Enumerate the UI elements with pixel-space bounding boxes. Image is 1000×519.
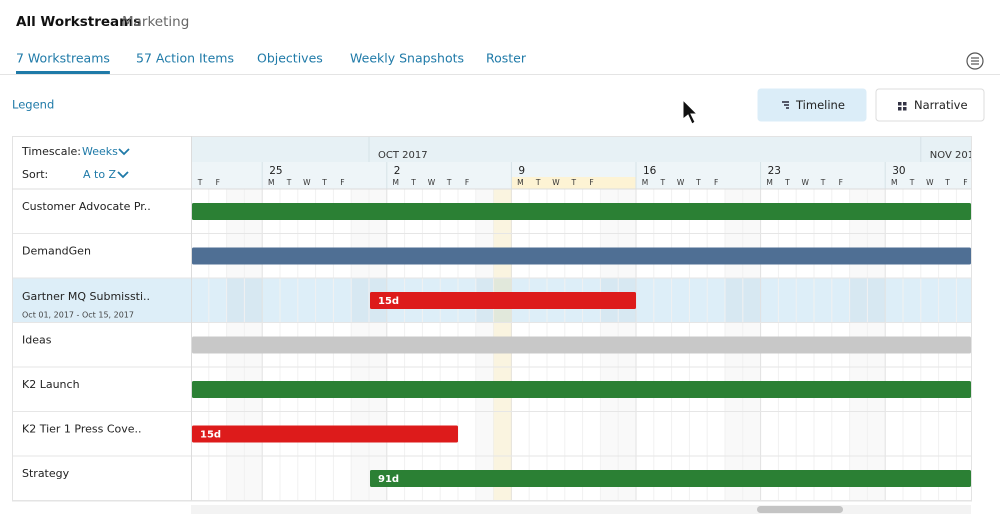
workstream-bar[interactable] [192,336,971,354]
weekend-column [992,189,1000,501]
sort-label: Sort: [22,168,48,181]
bar-duration: 15d [200,430,221,441]
week-date: 30 [892,165,905,177]
scrollbar-thumb[interactable] [757,506,843,513]
dropdown-chevron [118,148,130,156]
tab[interactable]: Weekly Snapshots [350,51,464,66]
day-letter: W [552,178,560,187]
day-letter: T [446,178,452,187]
day-letter: T [695,178,701,187]
workstream-name[interactable]: DemandGen [22,245,91,258]
day-letter: T [660,178,666,187]
day-letter: T [286,178,292,187]
tab[interactable]: Objectives [257,51,323,66]
day-letter: W [428,178,436,187]
legend-link[interactable]: Legend [12,98,54,112]
view-button-label: Narrative [914,98,968,112]
day-letter: F [216,178,220,187]
timeline-icon [784,104,789,106]
timeline-icon [786,107,789,109]
workstream-bar[interactable] [370,470,971,487]
month-label: NOV 2017 [930,150,981,161]
tab[interactable]: 7 Workstreams [16,51,110,66]
workstream-bar[interactable] [192,381,971,398]
day-letter: T [944,178,950,187]
day-letter: T [784,178,790,187]
day-letter: M [393,178,399,187]
day-letter: M [642,178,648,187]
timeline-icon [782,101,789,103]
day-letter: M [517,178,523,187]
timescale-select[interactable]: Weeks [82,145,118,158]
workstream-bar[interactable] [370,292,636,309]
month-row-bg [191,136,971,162]
day-letter: T [321,178,327,187]
mouse-cursor [682,98,699,125]
week-date: 9 [518,165,525,177]
day-letter: T [535,178,541,187]
menu-button[interactable] [966,52,984,70]
narrative-icon [903,107,907,111]
workstream-name[interactable]: K2 Tier 1 Press Cove.. [22,423,142,436]
workstream-name[interactable]: K2 Launch [22,378,80,391]
page-subtitle: Marketing [122,14,189,30]
workstream-name[interactable]: Customer Advocate Pr.. [22,200,151,213]
view-button[interactable] [875,88,985,122]
day-letter: W [801,178,809,187]
workstream-name[interactable]: Strategy [22,467,70,480]
scrollbar-track [191,505,971,514]
day-letter: M [766,178,772,187]
tab[interactable]: 57 Action Items [136,51,234,66]
bar-duration: 91d [378,474,399,485]
workstream-bar[interactable] [192,425,458,443]
day-letter: F [340,178,344,187]
day-letter: F [714,178,718,187]
day-letter: F [589,178,593,187]
day-letter: F [465,178,469,187]
workstream-bar[interactable] [192,203,971,220]
workstream-dates: Oct 01, 2017 - Oct 15, 2017 [22,311,134,320]
week-date: 25 [269,165,282,177]
current-week-highlight [511,177,636,189]
day-letter: T [820,178,826,187]
day-letter: T [410,178,416,187]
day-letter: W [303,178,311,187]
view-button-label: Timeline [795,98,845,112]
day-letter: W [926,178,934,187]
day-letter: M [268,178,274,187]
active-tab-underline [16,71,110,74]
tab[interactable]: Roster [486,51,527,66]
day-letter: F [963,178,967,187]
week-date: 2 [394,165,401,177]
week-date: 23 [768,165,781,177]
day-letter: T [571,178,577,187]
grid-frame [12,136,972,502]
bar-duration: 15d [378,296,399,307]
month-label: OCT 2017 [378,150,428,161]
day-letter: M [891,178,897,187]
dropdown-chevron [117,171,129,179]
timescale-label: Timescale: [21,145,81,158]
sort-select[interactable]: A to Z [83,168,117,181]
workstream-bar[interactable] [192,247,971,265]
week-date: 16 [643,165,657,177]
view-button[interactable] [757,88,867,122]
day-letter: T [197,178,203,187]
workstream-name[interactable]: Gartner MQ Submissti.. [22,290,150,303]
day-letter: W [677,178,685,187]
workstream-name[interactable]: Ideas [22,334,52,347]
narrative-icon [898,102,902,106]
day-letter: T [909,178,915,187]
narrative-icon [903,102,907,106]
page-title: All Workstreams [16,14,141,30]
weekend-column [974,189,992,501]
narrative-icon [898,107,902,111]
day-letter: F [839,178,843,187]
